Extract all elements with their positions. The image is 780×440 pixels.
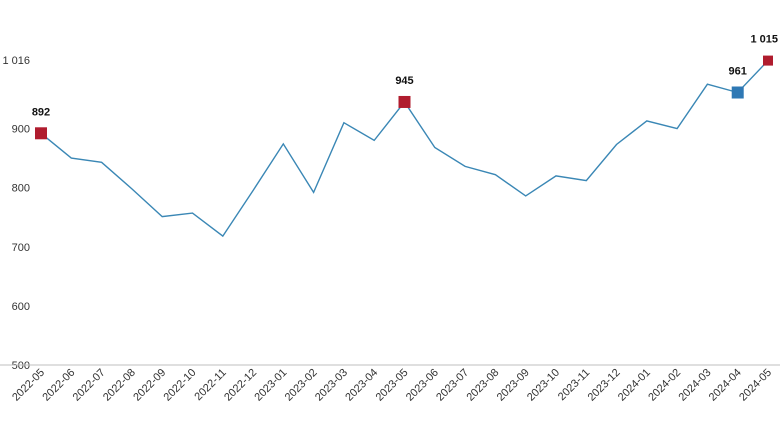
- x-tick-label: 2024-04: [707, 367, 744, 404]
- x-tick-label: 2023-08: [464, 367, 501, 404]
- x-tick-label: 2023-09: [495, 367, 532, 404]
- x-tick-label: 2023-12: [586, 367, 623, 404]
- highlight-marker: [763, 55, 773, 66]
- x-axis: 2022-052022-062022-072022-082022-092022-…: [10, 367, 774, 404]
- y-tick-label: 900: [12, 124, 30, 136]
- data-label: 892: [32, 106, 50, 118]
- x-tick-label: 2024-02: [646, 367, 683, 404]
- x-tick-label: 2022-08: [101, 367, 138, 404]
- x-tick-label: 2023-07: [434, 367, 471, 404]
- x-tick-label: 2023-04: [343, 367, 380, 404]
- x-tick-label: 2022-05: [10, 367, 47, 404]
- x-tick-label: 2024-01: [616, 367, 653, 404]
- y-tick-label: 1 016: [2, 55, 30, 67]
- y-tick-label: 500: [12, 360, 30, 372]
- data-label: 1 015: [750, 34, 778, 46]
- data-labels: 892 945 961 1 015: [32, 34, 778, 119]
- x-tick-label: 2022-09: [131, 367, 168, 404]
- y-tick-label: 700: [12, 242, 30, 254]
- x-tick-label: 2023-03: [313, 367, 350, 404]
- highlight-marker: [731, 86, 744, 99]
- x-tick-label: 2022-07: [71, 367, 108, 404]
- y-tick-label: 800: [12, 183, 30, 195]
- highlight-marker: [398, 95, 411, 108]
- y-axis: 500 600 700 800 900 1 016: [2, 55, 30, 372]
- x-tick-label: 2023-06: [404, 367, 441, 404]
- x-tick-label: 2022-06: [40, 367, 77, 404]
- x-tick-label: 2024-03: [677, 367, 714, 404]
- x-tick-label: 2023-02: [283, 367, 320, 404]
- x-tick-label: 2022-10: [162, 367, 199, 404]
- x-tick-label: 2023-01: [252, 367, 289, 404]
- x-tick-label: 2022-12: [222, 367, 259, 404]
- x-tick-label: 2024-05: [737, 367, 774, 404]
- y-tick-label: 600: [12, 301, 30, 313]
- data-label: 961: [729, 66, 747, 78]
- highlight-markers: [35, 55, 773, 140]
- x-tick-label: 2023-10: [525, 367, 562, 404]
- x-tick-label: 2023-05: [374, 367, 411, 404]
- data-label: 945: [395, 75, 413, 87]
- highlight-marker: [35, 127, 47, 140]
